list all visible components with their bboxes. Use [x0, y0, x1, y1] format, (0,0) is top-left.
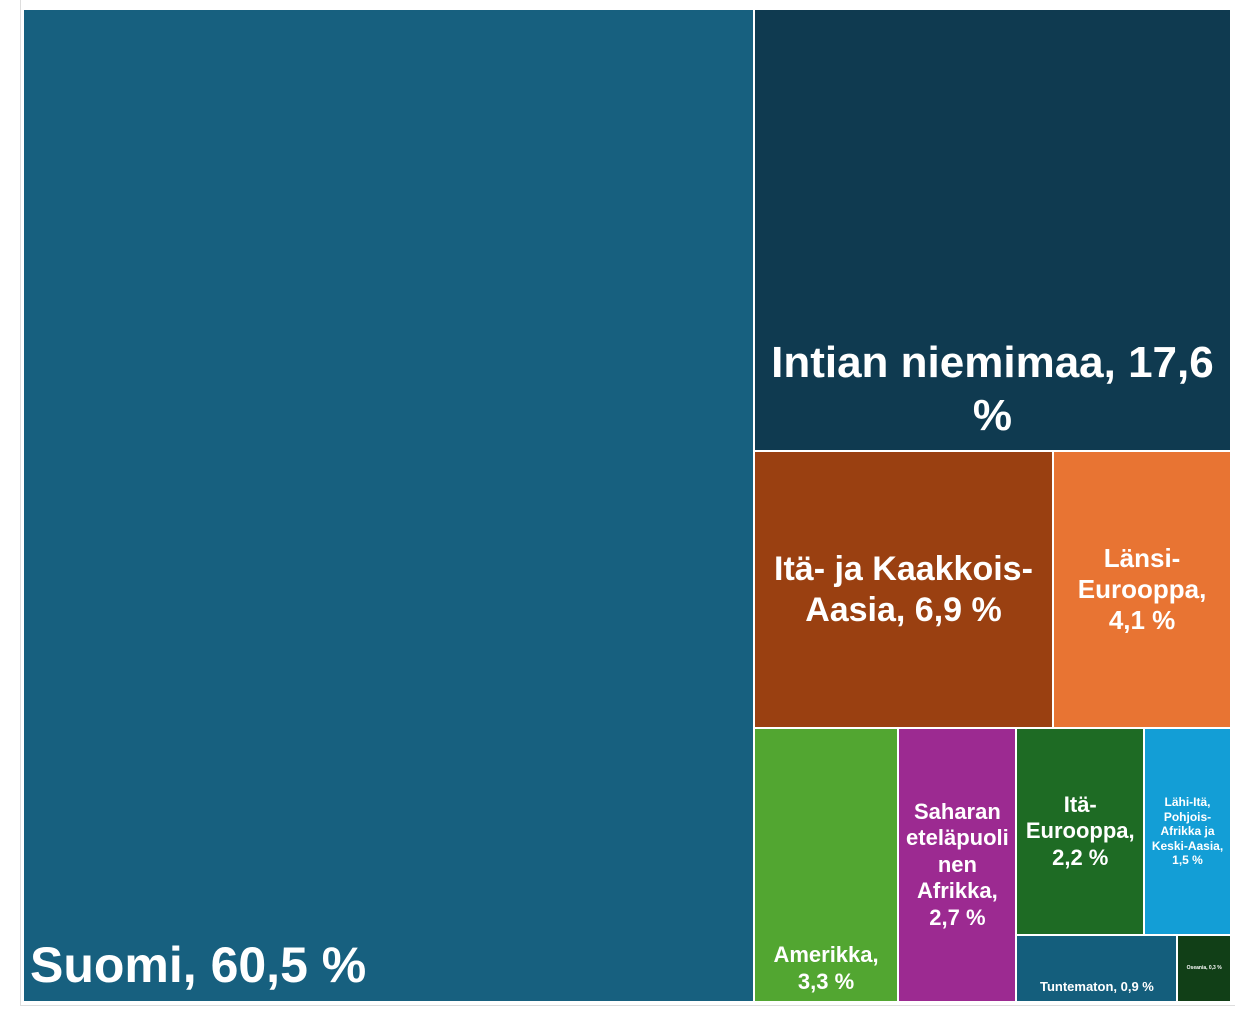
tile: Saharan eteläpuolinen Afrikka, 2,7 %	[898, 727, 1017, 1002]
tile: Intian niemimaa, 17,6 %	[753, 9, 1231, 452]
tile-label: Lähi-Itä, Pohjois-Afrikka ja Keski-Aasia…	[1151, 795, 1224, 867]
tile-label: Länsi-Eurooppa, 4,1 %	[1077, 542, 1207, 636]
tile: Oseania, 0,3 %	[1177, 934, 1231, 1002]
tile-label: Tuntematon, 0,9 %	[1039, 979, 1154, 995]
tile-label: Saharan eteläpuolinen Afrikka, 2,7 %	[906, 799, 1009, 930]
tile: Itä-Eurooppa, 2,2 %	[1016, 727, 1145, 935]
tile: Länsi-Eurooppa, 4,1 %	[1053, 451, 1231, 728]
tile-label: Suomi, 60,5 %	[30, 937, 367, 993]
tile: Suomi, 60,5 %	[23, 9, 754, 1002]
tile: Amerikka, 3,3 %	[753, 727, 899, 1002]
tile: Itä- ja Kaakkois-Aasia, 6,9 %	[753, 451, 1054, 728]
tile-label: Oseania, 0,3 %	[1186, 965, 1222, 972]
tile: Tuntematon, 0,9 %	[1016, 934, 1178, 1002]
tile-label: Intian niemimaa, 17,6 %	[771, 337, 1214, 440]
tile-label: Itä-Eurooppa, 2,2 %	[1025, 791, 1135, 870]
tile-label: Itä- ja Kaakkois-Aasia, 6,9 %	[774, 549, 1033, 629]
frame-line	[20, 0, 21, 1006]
tile: Lähi-Itä, Pohjois-Afrikka ja Keski-Aasia…	[1144, 727, 1231, 935]
tile-label: Amerikka, 3,3 %	[773, 942, 879, 994]
frame-line	[20, 1005, 1235, 1006]
